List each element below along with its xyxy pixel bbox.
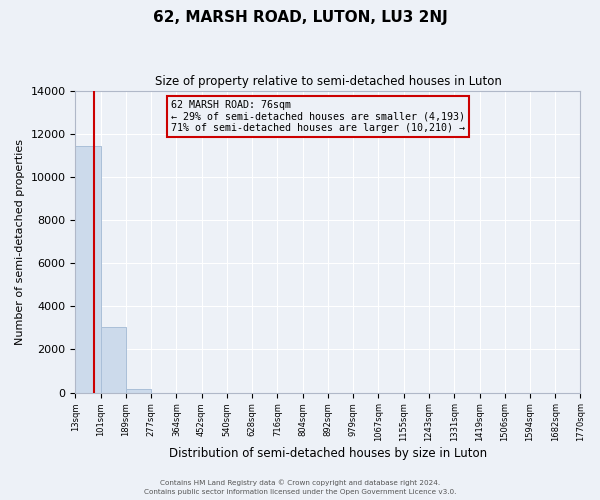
Bar: [76, 146, 101, 392]
Title: Size of property relative to semi-detached houses in Luton: Size of property relative to semi-detach…: [155, 75, 502, 88]
X-axis label: Distribution of semi-detached houses by size in Luton: Distribution of semi-detached houses by …: [169, 447, 487, 460]
Bar: [126, 390, 151, 392]
Y-axis label: Number of semi-detached properties: Number of semi-detached properties: [15, 138, 25, 344]
Text: Contains HM Land Registry data © Crown copyright and database right 2024.
Contai: Contains HM Land Registry data © Crown c…: [144, 480, 456, 495]
Bar: [101, 327, 126, 392]
Text: 62, MARSH ROAD, LUTON, LU3 2NJ: 62, MARSH ROAD, LUTON, LU3 2NJ: [152, 10, 448, 25]
Text: 62 MARSH ROAD: 76sqm
← 29% of semi-detached houses are smaller (4,193)
71% of se: 62 MARSH ROAD: 76sqm ← 29% of semi-detac…: [172, 100, 466, 133]
